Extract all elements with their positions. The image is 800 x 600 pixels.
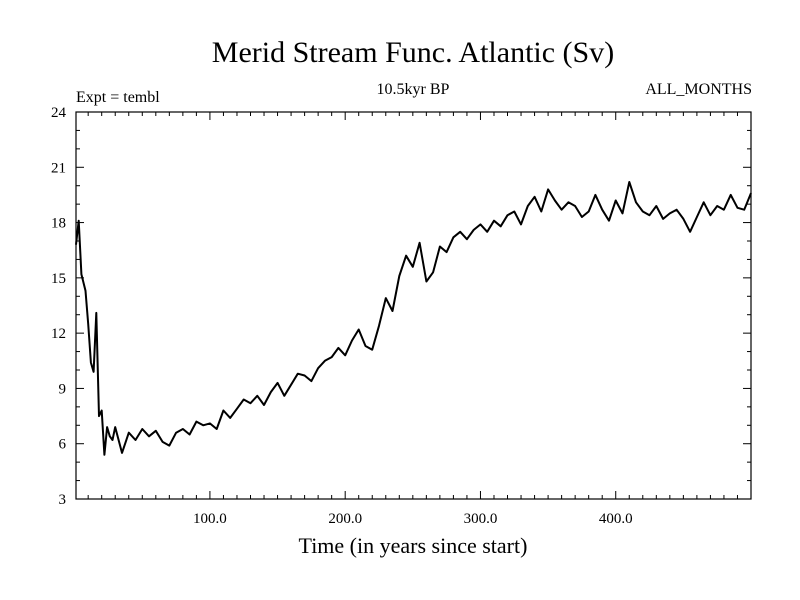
y-tick-label: 9 (59, 381, 67, 397)
y-tick-label: 6 (59, 437, 67, 453)
x-tick-label: 400.0 (599, 511, 633, 527)
chart-title: Merid Stream Func. Atlantic (Sv) (212, 36, 614, 69)
y-tick-label: 21 (51, 160, 66, 176)
months-label: ALL_MONTHS (645, 81, 752, 98)
y-tick-label: 12 (51, 326, 66, 342)
y-tick-label: 3 (59, 492, 67, 508)
period-label: 10.5kyr BP (377, 81, 450, 98)
y-tick-label: 24 (51, 105, 67, 121)
data-series-line (75, 181, 752, 456)
x-tick-label: 100.0 (193, 511, 227, 527)
x-tick-label: 200.0 (328, 511, 362, 527)
experiment-label: Expt = tembl (76, 89, 160, 106)
x-tick-label: 300.0 (464, 511, 498, 527)
x-axis-title: Time (in years since start) (299, 533, 528, 558)
y-tick-label: 18 (51, 216, 66, 232)
y-tick-label: 15 (51, 271, 66, 287)
plot-frame (75, 111, 752, 500)
